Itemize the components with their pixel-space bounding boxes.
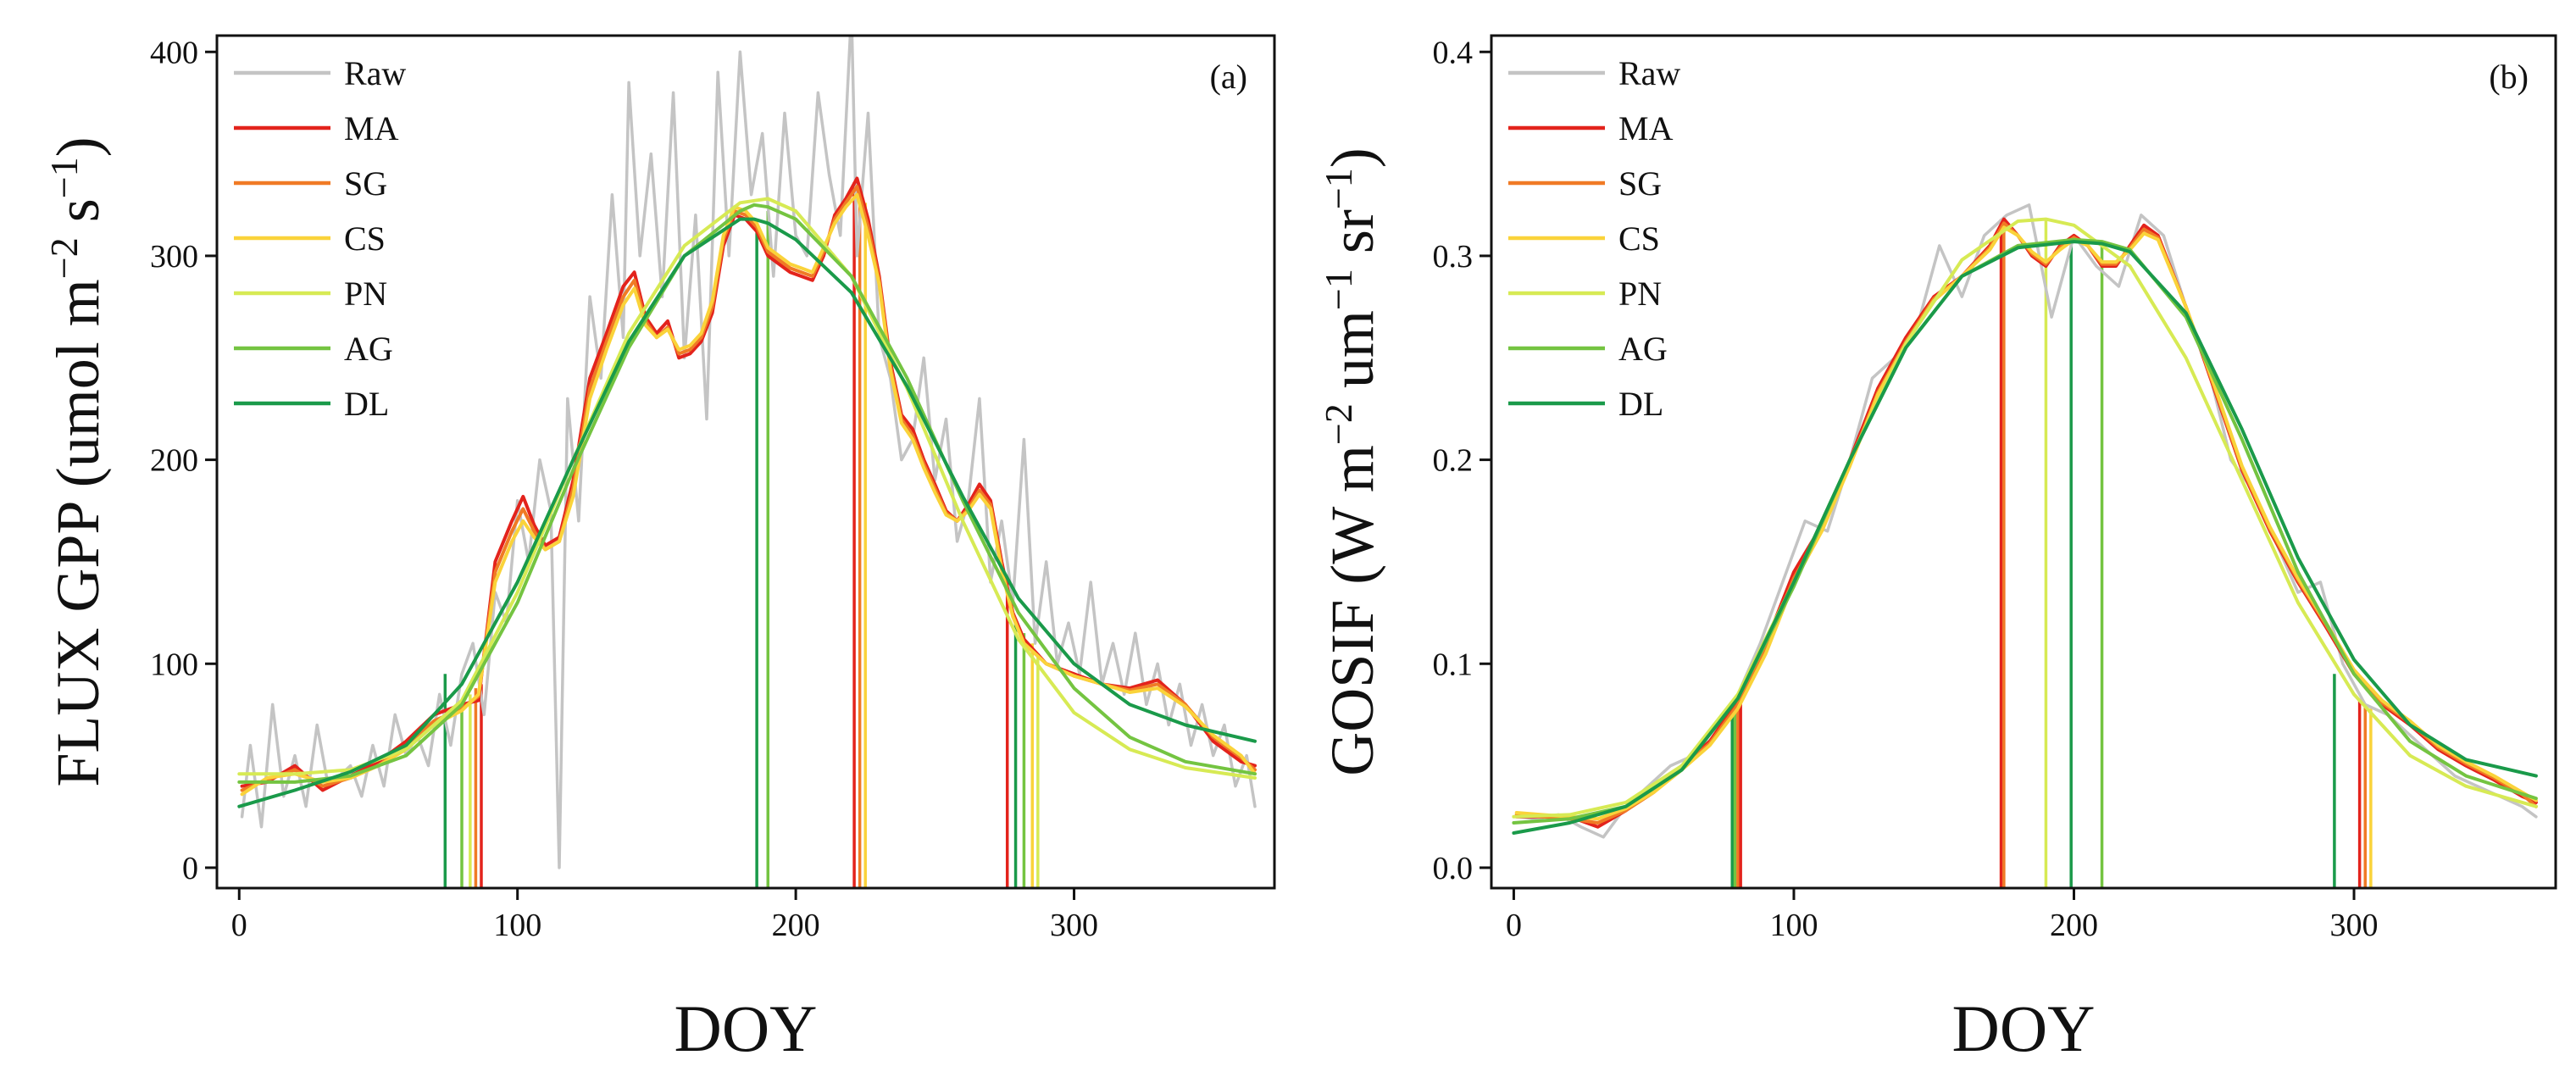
y-tick-label: 0.2	[1433, 443, 1474, 479]
x-tick-label: 200	[772, 908, 820, 943]
y-axis-title-part: GOSIF (W m	[1319, 445, 1386, 776]
y-axis-title-part: )	[1319, 147, 1386, 168]
series-line-sg	[1514, 221, 2538, 825]
series-line-pn	[1512, 217, 2538, 819]
y-axis-title-superscript: −2	[42, 237, 86, 279]
series-line-ma	[240, 176, 1257, 792]
series-line-cs	[240, 192, 1257, 797]
legend-label-cs: CS	[1618, 219, 1660, 258]
legend-label-ag: AG	[1618, 330, 1668, 368]
y-axis-title-part: sr	[1319, 209, 1386, 269]
series-line-sg	[240, 185, 1257, 792]
y-axis-title-part: s	[44, 198, 112, 237]
y-axis-title-part: um	[1319, 310, 1386, 403]
plot-frame	[1490, 34, 2557, 890]
x-tick-label: 200	[2050, 908, 2098, 943]
legend-label-cs: CS	[344, 219, 386, 258]
y-axis-title-part: FLUX GPP (umol m	[44, 279, 112, 786]
legend-label-ag: AG	[344, 330, 393, 368]
y-tick-label: 0.0	[1433, 851, 1474, 886]
series-line-pn	[237, 197, 1257, 780]
y-tick-label: 0.1	[1433, 647, 1474, 682]
series-line-cs	[1514, 225, 2538, 821]
series-line-raw	[1514, 203, 2538, 839]
y-axis-title-superscript: −1	[1317, 168, 1360, 209]
plot-area	[1512, 203, 2538, 888]
y-axis-title: FLUX GPP (umol m−2 s−1)	[42, 136, 113, 786]
legend: Raw MA SG CS PN AG DL	[1508, 54, 1680, 423]
y-axis-title-part: )	[44, 136, 112, 157]
series-line-ag	[1512, 237, 2538, 825]
y-tick-label: 400	[150, 35, 198, 70]
y-tick-label: 0.4	[1433, 35, 1474, 70]
plot-area	[237, 36, 1257, 888]
legend-label-raw: Raw	[344, 54, 406, 92]
legend-label-sg: SG	[1618, 164, 1662, 203]
x-tick-label: 100	[493, 908, 541, 943]
panel-a: 0 100 200 300 0 100 200 300 400 DOY FLUX GPP (umol…	[42, 34, 1276, 1065]
y-tick-label: 0	[182, 851, 198, 886]
legend: Raw MA SG CS PN AG DL	[234, 54, 406, 423]
series-line-dl	[1512, 240, 2538, 835]
x-tick-label: 100	[1769, 908, 1818, 943]
x-tick-label: 300	[1050, 908, 1098, 943]
legend-label-dl: DL	[1618, 385, 1663, 423]
x-axis-title: DOY	[675, 991, 818, 1065]
series-line-ag	[237, 203, 1257, 784]
series-line-dl	[237, 217, 1257, 808]
y-axis-title-superscript: −2	[1317, 403, 1360, 445]
y-axis-title-superscript: −1	[42, 157, 86, 198]
y-tick-label: 300	[150, 239, 198, 275]
x-tick-label: 300	[2330, 908, 2379, 943]
series-line-ma	[1514, 217, 2538, 829]
y-axis-title: GOSIF (W m−2 um−1 sr−1)	[1317, 147, 1387, 776]
legend-label-sg: SG	[344, 164, 387, 203]
x-tick-label: 0	[231, 908, 247, 943]
legend-label-ma: MA	[344, 109, 399, 147]
legend-label-pn: PN	[1618, 275, 1662, 313]
x-tick-label: 0	[1506, 908, 1522, 943]
legend-label-dl: DL	[344, 385, 389, 423]
y-tick-label: 100	[150, 647, 198, 682]
y-tick-label: 0.3	[1433, 239, 1474, 275]
y-tick-label: 200	[150, 443, 198, 479]
legend-label-raw: Raw	[1618, 54, 1680, 92]
legend-label-pn: PN	[344, 275, 387, 313]
plot-frame	[215, 34, 1276, 890]
panel-b: 0 100 200 300 0.0 0.1 0.2 0.3 0.4 DOY GOSIF (W m−2…	[1317, 34, 2557, 1065]
y-axis-title-superscript: −1	[1317, 269, 1360, 310]
panel-letter: (b)	[2489, 58, 2529, 96]
panel-letter: (a)	[1210, 58, 1247, 96]
legend-label-ma: MA	[1618, 109, 1674, 147]
x-axis-title: DOY	[1952, 991, 2096, 1065]
